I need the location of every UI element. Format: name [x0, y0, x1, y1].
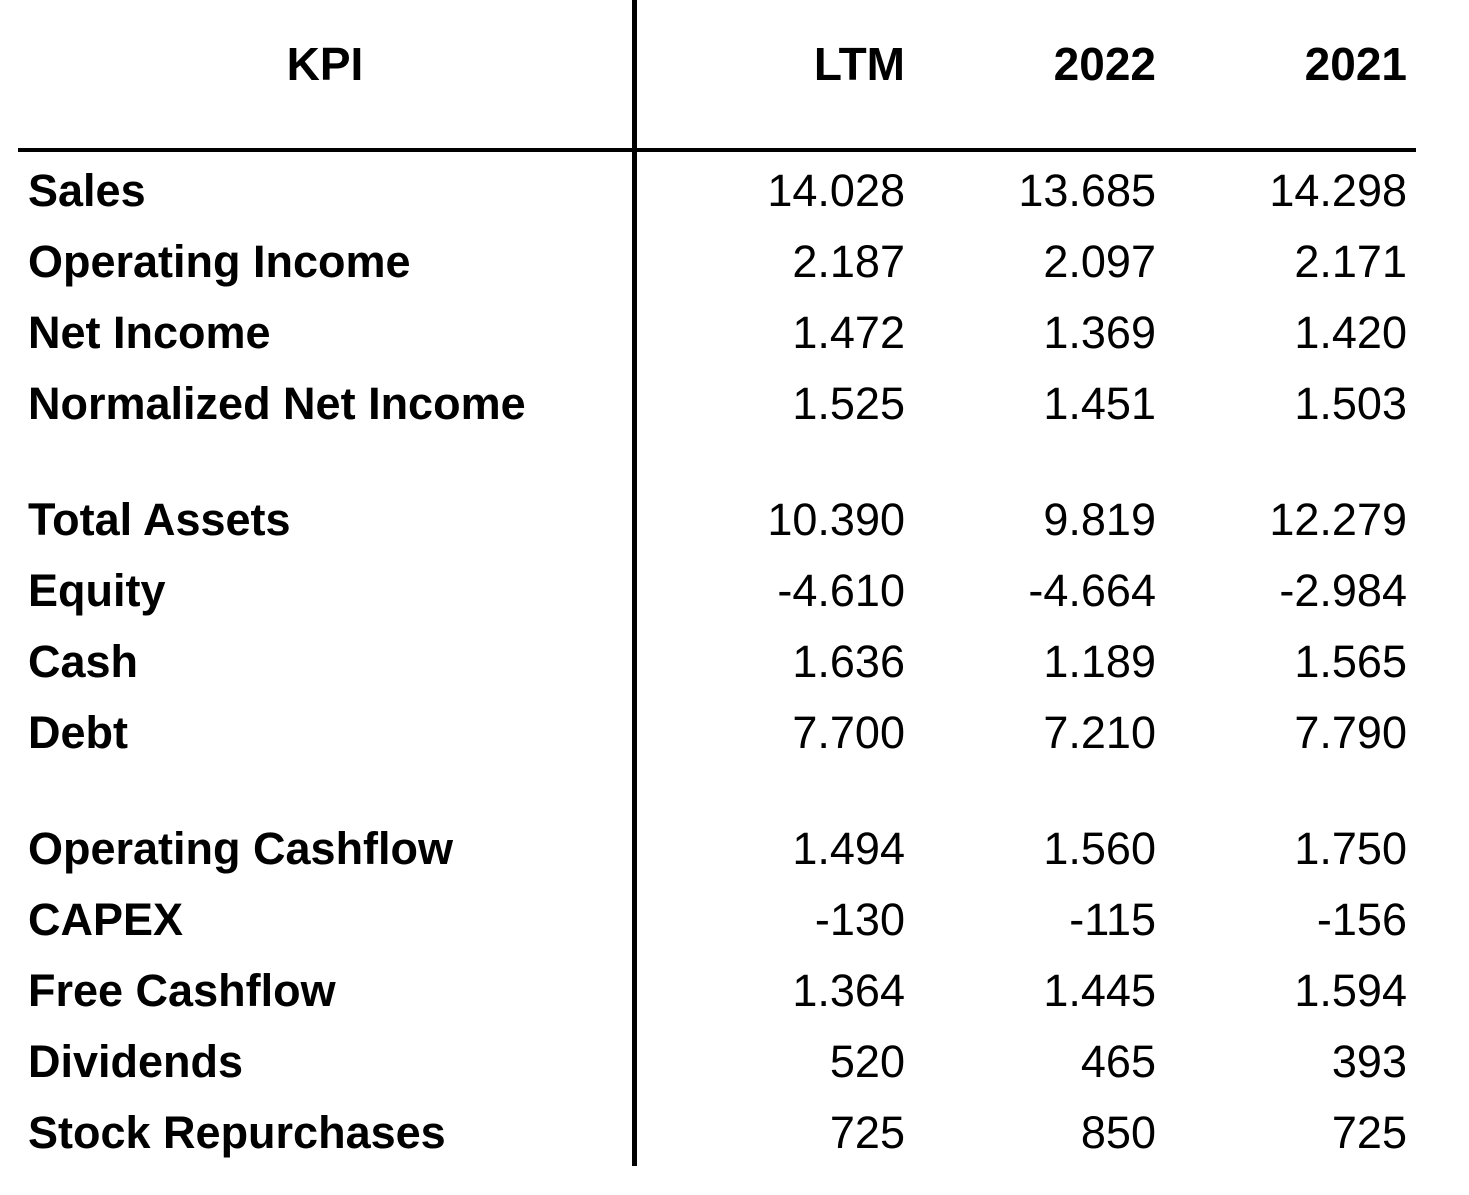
row-label-operating-cashflow: Operating Cashflow: [28, 823, 454, 874]
row-label-capex: CAPEX: [28, 894, 184, 945]
cell-cash-2022: 1.189: [1043, 636, 1156, 687]
cell-free-cashflow-2022: 1.445: [1043, 965, 1156, 1016]
cell-equity-2021: -2.984: [1279, 565, 1407, 616]
header-2022: 2022: [1053, 38, 1156, 90]
cell-operating-cashflow-2021: 1.750: [1294, 823, 1407, 874]
cell-operating-cashflow-ltm: 1.494: [792, 823, 905, 874]
cell-normalized-net-income-2022: 1.451: [1043, 378, 1156, 429]
cell-operating-income-2021: 2.171: [1294, 236, 1407, 287]
cell-operating-income-2022: 2.097: [1043, 236, 1156, 287]
cell-total-assets-2022: 9.819: [1043, 494, 1156, 545]
cell-capex-ltm: -130: [814, 894, 905, 945]
row-label-dividends: Dividends: [28, 1036, 244, 1087]
cell-net-income-2021: 1.420: [1294, 307, 1407, 358]
row-label-normalized-net-income: Normalized Net Income: [28, 378, 526, 429]
header-ltm: LTM: [813, 38, 905, 90]
cell-capex-2021: -156: [1316, 894, 1407, 945]
cell-sales-ltm: 14.028: [767, 165, 905, 216]
cell-dividends-2021: 393: [1331, 1036, 1407, 1087]
row-label-free-cashflow: Free Cashflow: [28, 965, 336, 1016]
row-label-operating-income: Operating Income: [28, 236, 411, 287]
cell-debt-2022: 7.210: [1043, 707, 1156, 758]
cell-normalized-net-income-2021: 1.503: [1294, 378, 1407, 429]
row-label-debt: Debt: [28, 707, 128, 758]
cell-sales-2022: 13.685: [1018, 165, 1156, 216]
cell-stock-repurchases-ltm: 725: [829, 1107, 905, 1158]
cell-operating-cashflow-2022: 1.560: [1043, 823, 1156, 874]
cell-total-assets-ltm: 10.390: [767, 494, 905, 545]
cell-stock-repurchases-2021: 725: [1331, 1107, 1407, 1158]
cell-free-cashflow-2021: 1.594: [1294, 965, 1407, 1016]
cell-debt-2021: 7.790: [1294, 707, 1407, 758]
cell-equity-ltm: -4.610: [777, 565, 905, 616]
cell-total-assets-2021: 12.279: [1269, 494, 1407, 545]
row-label-total-assets: Total Assets: [28, 494, 291, 545]
cell-cash-2021: 1.565: [1294, 636, 1407, 687]
row-label-equity: Equity: [28, 565, 166, 616]
cell-dividends-ltm: 520: [829, 1036, 905, 1087]
cell-sales-2021: 14.298: [1269, 165, 1407, 216]
cell-net-income-2022: 1.369: [1043, 307, 1156, 358]
cell-free-cashflow-ltm: 1.364: [792, 965, 905, 1016]
row-label-cash: Cash: [28, 636, 139, 687]
row-label-net-income: Net Income: [28, 307, 271, 358]
row-label-sales: Sales: [28, 165, 146, 216]
header-2021: 2021: [1304, 38, 1407, 90]
cell-dividends-2022: 465: [1080, 1036, 1156, 1087]
cell-net-income-ltm: 1.472: [792, 307, 905, 358]
cell-equity-2022: -4.664: [1028, 565, 1156, 616]
header-divider-horizontal: [18, 148, 1416, 152]
cell-operating-income-ltm: 2.187: [792, 236, 905, 287]
cell-cash-ltm: 1.636: [792, 636, 905, 687]
row-label-stock-repurchases: Stock Repurchases: [28, 1107, 446, 1158]
cell-debt-ltm: 7.700: [792, 707, 905, 758]
cell-stock-repurchases-2022: 850: [1080, 1107, 1156, 1158]
column-divider-vertical: [632, 0, 637, 1166]
cell-capex-2022: -115: [1069, 894, 1156, 945]
header-kpi: KPI: [286, 38, 364, 90]
cell-normalized-net-income-ltm: 1.525: [792, 378, 905, 429]
